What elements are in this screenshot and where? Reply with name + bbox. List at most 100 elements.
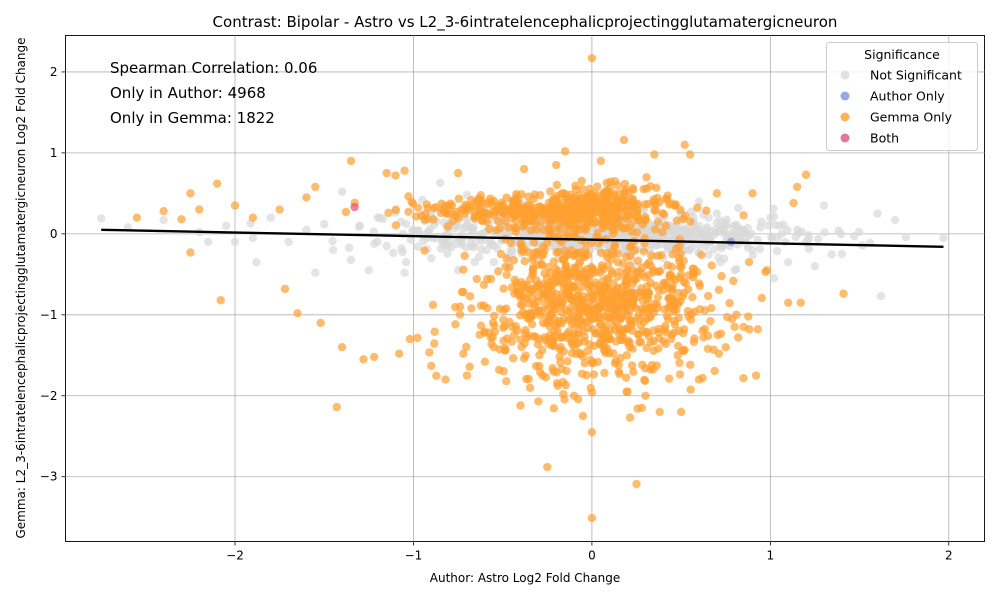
gemma-only-point <box>531 220 540 229</box>
legend: Significance Not Significant Author Only G… <box>826 42 978 151</box>
not-significant-point <box>734 203 743 213</box>
not-significant-point <box>355 221 365 230</box>
gemma-only-point <box>571 185 581 194</box>
gemma-only-point <box>633 256 643 265</box>
gemma-only-point <box>801 170 811 179</box>
y-tick-label: −3 <box>40 470 58 484</box>
gemma-only-point <box>506 205 516 215</box>
gemma-only-point <box>703 291 713 301</box>
gemma-only-point <box>654 334 664 343</box>
gemma-only-point <box>505 263 514 272</box>
not-significant-point <box>792 225 802 235</box>
gemma-only-point <box>533 340 543 349</box>
gemma-only-point <box>476 321 486 330</box>
gemma-only-point <box>613 249 623 258</box>
gemma-only-point <box>465 362 474 371</box>
gemma-only-point <box>635 292 644 301</box>
gemma-only-point <box>668 250 677 259</box>
gemma-only-point <box>586 288 596 298</box>
gemma-only-point <box>544 224 553 233</box>
gemma-only-point <box>527 309 536 318</box>
gemma-only-point <box>499 323 508 332</box>
gemma-only-point <box>480 199 490 209</box>
gemma-only-point <box>186 248 195 257</box>
gemma-only-point <box>538 204 548 214</box>
gemma-only-point <box>467 304 476 313</box>
gemma-only-point <box>675 370 685 379</box>
not-significant-point <box>764 221 773 230</box>
gemma-only-point <box>721 342 730 352</box>
gemma-only-point <box>591 278 600 287</box>
gemma-only-point <box>517 190 526 199</box>
gemma-only-point <box>600 368 609 378</box>
gemma-only-point <box>543 462 552 472</box>
gemma-only-point <box>615 369 624 379</box>
gemma-only-point <box>529 194 538 203</box>
gemma-only-point <box>520 256 529 266</box>
gemma-only-point <box>642 327 652 337</box>
gemma-only-point <box>622 268 631 277</box>
gemma-only-point <box>489 311 499 321</box>
gemma-only-point <box>549 257 558 266</box>
gemma-only-point <box>159 206 168 216</box>
gemma-only-point <box>789 198 798 208</box>
gemma-only-point <box>698 373 707 383</box>
gemma-only-point <box>739 374 748 383</box>
gemma-only-point <box>423 203 432 213</box>
gemma-only-point <box>640 376 650 386</box>
gemma-only-point <box>524 374 533 384</box>
legend-entry-label: Both <box>870 131 899 146</box>
gemma-only-point <box>502 270 511 280</box>
gemma-only-point <box>542 304 552 313</box>
gemma-only-point <box>526 226 536 235</box>
gemma-only-point <box>650 225 660 234</box>
gemma-only-point <box>707 261 716 270</box>
legend-marker <box>840 133 850 143</box>
gemma-only-point <box>488 318 498 327</box>
y-tick-label: 1 <box>50 146 58 160</box>
gemma-only-point <box>571 204 581 214</box>
gemma-only-point <box>564 327 574 336</box>
gemma-only-point <box>293 308 302 318</box>
gemma-only-point <box>559 389 568 399</box>
gemma-only-point <box>587 428 597 437</box>
data-points <box>96 53 948 523</box>
gemma-only-point <box>623 276 632 285</box>
gemma-only-point <box>524 248 533 257</box>
gemma-only-point <box>679 277 689 287</box>
gemma-only-point <box>502 254 511 264</box>
gemma-only-point <box>575 295 585 304</box>
gemma-only-point <box>673 351 682 360</box>
gemma-only-point <box>531 361 541 371</box>
gemma-only-point <box>451 320 460 329</box>
gemma-only-point <box>641 273 650 282</box>
gemma-only-point <box>543 281 553 290</box>
gemma-only-point <box>644 305 653 315</box>
gemma-only-point <box>660 280 669 290</box>
gemma-only-point <box>628 210 637 219</box>
axis-ticks: −2 −1 0 1 2 −3 −2 −1 0 1 2 <box>40 65 953 563</box>
gemma-only-point <box>499 315 508 324</box>
gemma-only-point <box>577 266 587 275</box>
gemma-only-point <box>611 356 621 366</box>
gemma-only-point <box>629 367 638 377</box>
not-significant-point <box>704 250 713 259</box>
gemma-only-point <box>559 269 568 279</box>
gemma-only-point <box>658 227 667 237</box>
not-significant-point <box>716 216 725 225</box>
gemma-only-point <box>669 294 678 303</box>
not-significant-point <box>230 237 240 247</box>
gemma-only-point <box>601 321 610 330</box>
gemma-only-point <box>577 316 586 326</box>
gemma-only-point <box>667 334 676 344</box>
gemma-only-point <box>533 284 543 293</box>
not-significant-point <box>328 245 338 255</box>
gemma-only-point <box>739 211 748 220</box>
gemma-only-point <box>583 346 592 356</box>
not-significant-point <box>452 239 461 249</box>
gemma-only-point <box>686 217 695 226</box>
gemma-only-point <box>695 305 705 314</box>
gemma-only-point <box>615 189 624 199</box>
gemma-only-point <box>653 292 663 302</box>
